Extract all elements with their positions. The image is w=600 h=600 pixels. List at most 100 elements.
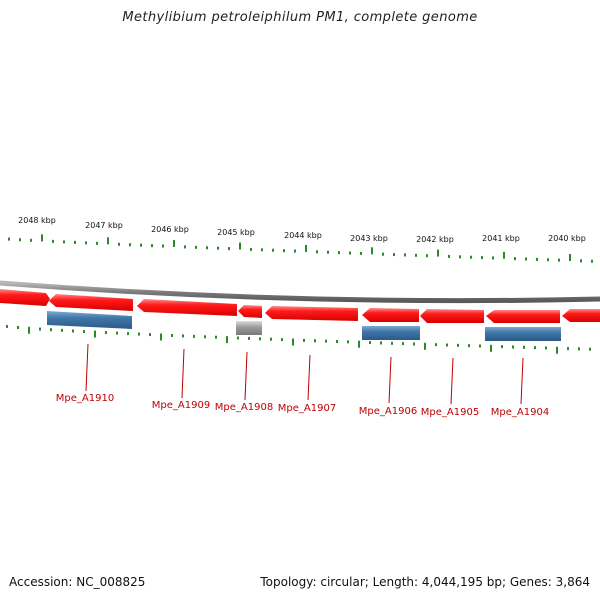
ruler-label: 2045 kbp xyxy=(217,228,255,237)
ruler-tick xyxy=(426,254,428,258)
gene-leader-line xyxy=(85,343,89,392)
cds-feature-blue[interactable] xyxy=(485,327,561,341)
ruler-tick xyxy=(63,240,65,244)
ruler-tick xyxy=(30,238,32,242)
ruler-tick xyxy=(74,240,76,244)
genome-summary: Topology: circular; Length: 4,044,195 bp… xyxy=(260,575,590,589)
inner-tick xyxy=(6,324,8,328)
inner-tick xyxy=(270,337,272,341)
gene-label[interactable]: Mpe_A1908 xyxy=(215,402,273,413)
ruler-tick xyxy=(580,259,582,263)
ruler-tick xyxy=(239,242,241,250)
ruler-tick xyxy=(338,251,340,255)
inner-tick xyxy=(336,339,338,343)
gene-label[interactable]: Mpe_A1906 xyxy=(359,406,417,417)
inner-tick xyxy=(248,336,250,340)
ruler-tick xyxy=(437,249,439,257)
inner-tick xyxy=(28,326,30,334)
ruler-tick xyxy=(162,244,164,248)
inner-tick xyxy=(259,337,261,341)
gene-label[interactable]: Mpe_A1907 xyxy=(278,403,336,414)
ruler-tick xyxy=(547,258,549,262)
ruler-tick xyxy=(85,241,87,245)
inner-tick xyxy=(446,343,448,347)
ruler-tick xyxy=(129,243,131,247)
inner-tick xyxy=(369,341,371,345)
inner-tick xyxy=(490,344,492,352)
inner-tick xyxy=(325,339,327,343)
gene-leader-line xyxy=(307,354,311,401)
map-title: Methylibium petroleiphilum PM1, complete… xyxy=(122,10,478,25)
gene-arrow[interactable] xyxy=(562,309,600,322)
ruler-tick xyxy=(492,256,494,260)
inner-tick xyxy=(457,343,459,347)
inner-tick xyxy=(413,342,415,346)
outer-ruler xyxy=(8,234,593,263)
ruler-tick xyxy=(217,246,219,250)
ruler-label: 2043 kbp xyxy=(350,234,388,243)
ruler-tick xyxy=(371,247,373,255)
ruler-tick xyxy=(261,248,263,252)
gene-arrow[interactable] xyxy=(238,305,262,318)
gene-arrow[interactable] xyxy=(49,294,133,311)
inner-tick xyxy=(281,338,283,342)
inner-tick xyxy=(94,330,96,338)
inner-tick xyxy=(72,329,74,333)
inner-tick xyxy=(215,335,217,339)
genome-backbone xyxy=(0,280,600,304)
gene-label[interactable]: Mpe_A1910 xyxy=(56,393,114,404)
gene-arrow[interactable] xyxy=(486,310,560,323)
ruler-label: 2048 kbp xyxy=(18,216,56,225)
cds-feature-blue[interactable] xyxy=(362,326,420,340)
ruler-label: 2040 kbp xyxy=(548,234,586,243)
ruler-tick xyxy=(52,239,54,243)
inner-tick xyxy=(138,332,140,336)
inner-tick xyxy=(567,347,569,351)
gene-arrow[interactable] xyxy=(420,309,484,323)
inner-tick xyxy=(391,341,393,345)
ruler-tick xyxy=(272,248,274,252)
inner-tick xyxy=(171,333,173,337)
ruler-label: 2041 kbp xyxy=(482,234,520,243)
gene-labels: Mpe_A1910 Mpe_A1909 Mpe_A1908 Mpe_A1907 Mpe_… xyxy=(56,343,549,418)
inner-tick xyxy=(545,346,547,350)
inner-tick xyxy=(589,347,591,351)
gene-label[interactable]: Mpe_A1905 xyxy=(421,407,479,418)
gene-leader-line xyxy=(520,357,524,405)
inner-tick xyxy=(523,345,525,349)
gene-label[interactable]: Mpe_A1904 xyxy=(491,407,549,418)
gene-arrow[interactable] xyxy=(265,306,358,321)
ruler-tick xyxy=(118,242,120,246)
cds-feature-blue[interactable] xyxy=(47,311,132,329)
gene-arrow[interactable] xyxy=(362,308,419,322)
inner-tick xyxy=(160,333,162,341)
ruler-tick xyxy=(415,253,417,257)
ruler-tick xyxy=(140,243,142,247)
ruler-tick xyxy=(107,237,109,245)
ruler-tick xyxy=(470,255,472,259)
ruler-tick xyxy=(151,244,153,248)
inner-tick xyxy=(193,334,195,338)
inner-tick xyxy=(105,331,107,335)
inner-tick xyxy=(237,336,239,340)
inner-tick xyxy=(50,328,52,332)
cds-feature-grey[interactable] xyxy=(236,321,262,335)
gene-label[interactable]: Mpe_A1909 xyxy=(152,400,210,411)
gene-arrow[interactable] xyxy=(0,289,50,306)
inner-tick xyxy=(424,342,426,350)
ruler-tick xyxy=(206,246,208,250)
inner-tick xyxy=(435,343,437,347)
gene-arrow[interactable] xyxy=(137,299,237,316)
ruler-tick xyxy=(382,252,384,256)
inner-tick xyxy=(347,340,349,344)
inner-tick xyxy=(182,334,184,338)
inner-tick xyxy=(303,338,305,342)
ruler-tick xyxy=(228,247,230,251)
ruler-tick xyxy=(591,259,593,263)
inner-tick xyxy=(468,344,470,348)
inner-tick xyxy=(402,342,404,346)
ruler-tick xyxy=(96,241,98,245)
inner-tick xyxy=(226,336,228,344)
inner-tick xyxy=(358,340,360,348)
